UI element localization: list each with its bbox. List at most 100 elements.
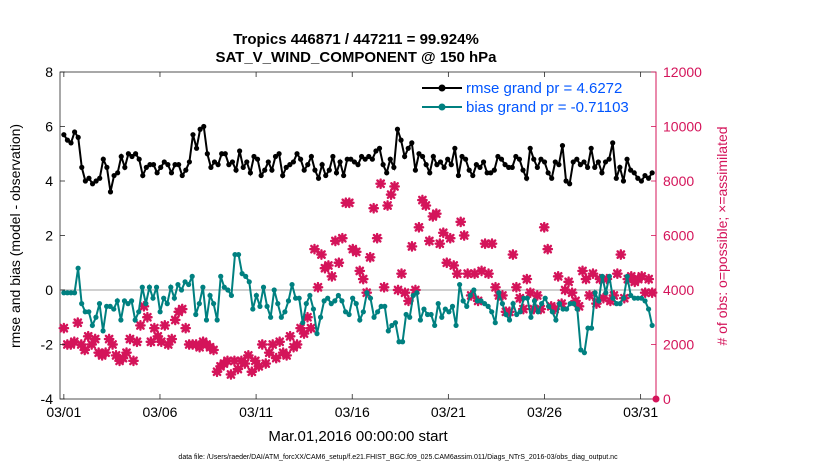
obs-marker [378,281,390,293]
chart-subtitle: SAT_V_WIND_COMPONENT @ 150 hPa [215,49,497,66]
rmse-point [197,126,203,132]
bias-point [143,301,149,307]
rmse-point [445,156,451,162]
rmse-point [208,164,214,170]
rmse-point [125,151,132,157]
obs-marker [141,311,153,323]
rmse-point [75,134,81,140]
obs-marker [239,358,251,369]
obs-marker [249,355,261,367]
bias-point [560,306,566,312]
chart-title: Tropics 446871 / 447211 = 99.924% [233,31,479,48]
bias-point [496,290,502,296]
rmse-point [599,170,605,176]
bias-point [457,281,463,288]
rmse-point [376,145,383,151]
obs-marker [584,290,595,301]
rmse-point [552,159,558,165]
bias-point [303,301,309,307]
y-left-tick-label: 4 [45,173,53,189]
bias-point [168,284,174,290]
y-right-tick-label: 8000 [663,173,694,189]
rmse-point [211,159,218,165]
rmse-series [61,123,655,195]
bias-point [624,273,630,279]
obs-marker [594,273,606,285]
x-tick-label: 03/06 [142,404,177,420]
bias-point [535,309,541,315]
obs-marker [305,322,317,334]
bias-point [275,301,281,307]
obs-marker [323,260,334,271]
rmse-point [642,172,648,179]
bias-point [567,301,573,307]
bias-point [296,295,302,301]
bias-point [228,292,235,299]
obs-marker [107,339,118,350]
bias-point [539,301,545,307]
footer-data-file: data file: /Users/raeder/DAI/ATM_forcXX/… [178,454,618,461]
bias-point [628,292,634,299]
rmse-point [409,140,415,146]
rmse-point [272,153,279,160]
rmse-point [240,164,246,170]
rmse-point [498,156,505,162]
rmse-point [470,172,476,179]
obs-marker [103,333,115,345]
rmse-point [355,162,361,168]
obs-marker [246,366,258,378]
rmse-point [610,140,616,146]
rmse-point [595,159,601,165]
obs-series [58,178,660,403]
rmse-point [168,170,175,176]
obs-marker [528,303,540,315]
bias-point [410,292,416,299]
bias-point [200,284,206,290]
bias-point [278,314,284,320]
rmse-point [584,164,591,170]
rmse-point [276,151,282,157]
rmse-point [219,151,225,157]
rmse-point [61,132,67,138]
x-tick-label: 03/01 [46,404,81,420]
rmse-point [305,162,311,168]
rmse-point [172,162,178,168]
rmse-point [186,159,192,165]
obs-marker [507,249,519,260]
rmse-point [588,145,594,151]
obs-marker [256,339,268,350]
rmse-point [190,132,196,138]
bias-point [649,322,655,329]
rmse-point [301,167,307,173]
rmse-point [549,175,555,181]
obs-marker [611,268,623,280]
y-axis-left: -4 -2 0 2 4 6 8 [41,64,65,407]
bias-point [578,347,584,353]
obs-marker [267,339,279,350]
rmse-point [380,162,386,168]
obs-marker [242,350,254,361]
obs-marker [145,336,157,348]
bias-point [93,314,99,320]
rmse-point [520,167,526,173]
rmse-point [423,162,429,168]
bias-point [139,284,145,290]
obs-marker [542,243,554,255]
bias-point [638,295,645,301]
rmse-point [427,170,433,176]
rmse-point [463,156,469,162]
obs-marker [608,290,620,301]
obs-marker [566,287,578,299]
rmse-point [509,164,515,170]
rmse-point [154,170,160,176]
obs-marker [336,232,348,244]
rmse-point [222,151,228,157]
rmse-point [602,159,609,165]
legend-rmse-marker [438,84,446,92]
bias-point [581,350,588,356]
y-axis-right: 0 2000 4000 6000 8000 10000 12000 [651,64,702,407]
rmse-point [631,170,637,176]
obs-marker [75,339,87,350]
obs-marker [559,284,571,296]
bias-point [446,309,452,315]
